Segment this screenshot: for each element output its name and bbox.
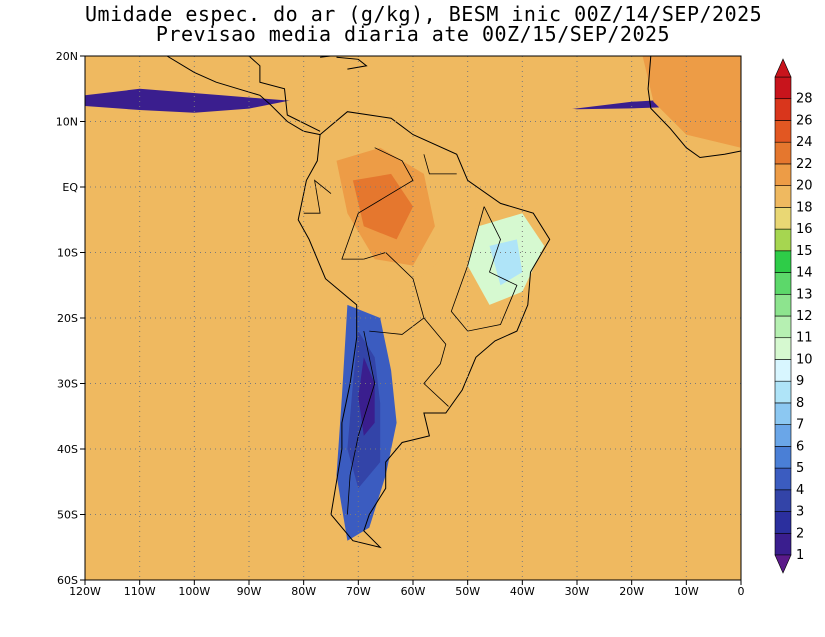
lon-label: 110W bbox=[124, 585, 156, 598]
colorbar-swatch bbox=[774, 120, 792, 143]
border-6 bbox=[450, 206, 518, 332]
colorbar-swatch bbox=[774, 141, 792, 165]
lat-label: 40S bbox=[57, 443, 78, 456]
colorbar-label: 18 bbox=[796, 200, 813, 215]
colorbar-label: 14 bbox=[796, 266, 813, 281]
colorbar-swatch bbox=[774, 76, 792, 100]
colorbar-label: 12 bbox=[796, 309, 813, 324]
colorbar-label: 16 bbox=[796, 222, 813, 237]
region-andes-lt2 bbox=[358, 357, 375, 436]
colorbar-swatch bbox=[774, 532, 792, 556]
colorbar-swatch bbox=[774, 315, 792, 339]
colorbar-swatch bbox=[774, 250, 792, 273]
border-2 bbox=[423, 317, 449, 407]
colorbar-swatch bbox=[774, 359, 792, 382]
colorbar-swatch bbox=[774, 424, 792, 447]
map-title-line-2: Previsao media diaria ate 00Z/15/SEP/202… bbox=[155, 22, 671, 46]
lon-label: 80W bbox=[291, 585, 316, 598]
region-amazon-22-24 bbox=[352, 173, 413, 240]
lon-label: 120W bbox=[69, 585, 101, 598]
colorbar-swatch bbox=[774, 446, 792, 469]
map-title-line-1: Umidade espec. do ar (g/kg), BESM inic 0… bbox=[85, 2, 763, 26]
colorbar-label: 26 bbox=[796, 113, 813, 128]
colorbar-top-arrow bbox=[774, 58, 792, 78]
longitude-axis: 120W 110W 100W 90W 80W 70W 60W 50W 40W 30W 20W 10W 0 bbox=[69, 580, 745, 598]
colorbar-swatch bbox=[774, 207, 792, 230]
colorbar-label: 1 bbox=[796, 548, 804, 563]
colorbar-label: 2 bbox=[796, 526, 804, 541]
lon-label: 90W bbox=[237, 585, 262, 598]
colorbar-label: 28 bbox=[796, 92, 813, 107]
lon-label: 0 bbox=[738, 585, 745, 598]
colorbar-swatch bbox=[774, 511, 792, 534]
colorbar-label: 10 bbox=[796, 352, 813, 367]
colorbar-swatch bbox=[774, 293, 792, 317]
colorbar-label: 4 bbox=[796, 483, 804, 498]
lat-label: 10N bbox=[56, 116, 78, 129]
lat-label: 20N bbox=[56, 50, 78, 63]
border-4 bbox=[347, 331, 376, 515]
lon-label: 10W bbox=[674, 585, 699, 598]
coast-central-america bbox=[166, 56, 321, 136]
lon-label: 100W bbox=[178, 585, 210, 598]
border-0 bbox=[341, 147, 414, 260]
coast-africa bbox=[647, 56, 741, 159]
lon-label: 40W bbox=[510, 585, 535, 598]
lat-label: 20S bbox=[57, 312, 78, 325]
colorbar-label: 24 bbox=[796, 135, 813, 150]
band-north-18-20 bbox=[85, 56, 741, 115]
colorbar-label: 15 bbox=[796, 244, 813, 259]
colorbar-label: 9 bbox=[796, 374, 804, 389]
colorbar-swatch bbox=[774, 272, 792, 295]
latitude-axis: 20N 10N EQ 10S 20S 30S 40S 50S 60S bbox=[56, 50, 85, 587]
region-ne-brazil-8-9 bbox=[489, 239, 523, 286]
colorbar-swatch bbox=[774, 467, 792, 491]
lon-label: 30W bbox=[565, 585, 590, 598]
colorbar-label: 5 bbox=[796, 461, 804, 476]
colorbar-swatch bbox=[774, 185, 792, 208]
colorbar-label: 3 bbox=[796, 505, 804, 520]
coast-south-america bbox=[297, 111, 551, 549]
colorbar-label: 6 bbox=[796, 439, 804, 454]
colorbar-label: 7 bbox=[796, 418, 804, 433]
colorbar-label: 8 bbox=[796, 396, 804, 411]
coast-caribbean bbox=[248, 56, 321, 132]
region-africa-20-22 bbox=[642, 56, 741, 148]
colorbar-bottom-arrow bbox=[774, 554, 792, 574]
coastlines bbox=[166, 56, 741, 549]
colorbar-label: 11 bbox=[796, 331, 813, 346]
border-1 bbox=[363, 252, 425, 335]
coast-hispaniola bbox=[336, 56, 368, 70]
colorbar-swatch bbox=[774, 402, 792, 425]
lon-label: 70W bbox=[346, 585, 371, 598]
coast-cuba bbox=[279, 56, 333, 58]
lon-label: 50W bbox=[455, 585, 480, 598]
colorbar-swatch bbox=[774, 380, 792, 404]
colorbar-swatch bbox=[774, 163, 792, 186]
border-5 bbox=[303, 179, 332, 214]
lat-label: EQ bbox=[62, 181, 78, 194]
colorbar-label: 20 bbox=[796, 179, 813, 194]
colorbar-swatch bbox=[774, 98, 792, 121]
colorbar-label: 13 bbox=[796, 287, 813, 302]
lat-label: 30S bbox=[57, 378, 78, 391]
lat-label: 60S bbox=[57, 574, 78, 587]
colorbar-swatch bbox=[774, 337, 792, 360]
colorbar-label: 22 bbox=[796, 157, 813, 172]
lat-label: 50S bbox=[57, 509, 78, 522]
lat-label: 10S bbox=[57, 247, 78, 260]
colorbar-swatch bbox=[774, 228, 792, 252]
lon-label: 60W bbox=[401, 585, 426, 598]
border-3 bbox=[423, 154, 457, 175]
colorbar-swatch bbox=[774, 489, 792, 512]
lon-label: 20W bbox=[619, 585, 644, 598]
